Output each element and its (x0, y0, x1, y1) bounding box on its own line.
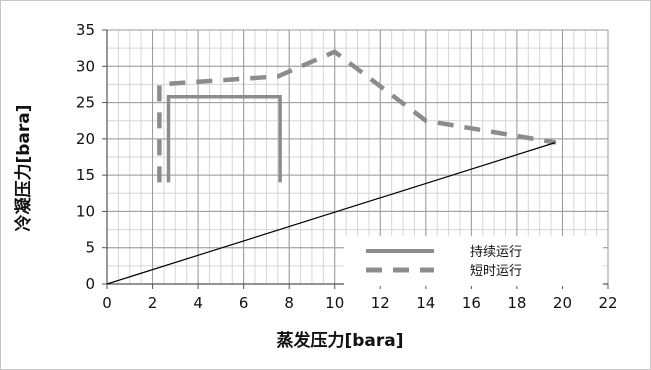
legend-box (344, 236, 603, 286)
y-tick-label: 35 (76, 21, 95, 39)
x-tick-label: 6 (239, 294, 249, 312)
x-tick-label: 4 (193, 294, 203, 312)
x-axis-title: 蒸发压力[bara] (276, 330, 403, 351)
series-line-1 (157, 49, 556, 183)
y-tick-label: 0 (85, 275, 95, 293)
x-tick-label: 8 (284, 294, 294, 312)
y-tick-labels: 0 5 10 15 20 25 30 35 (76, 21, 95, 293)
y-tick-label: 15 (76, 166, 95, 184)
x-tick-label: 18 (507, 294, 526, 312)
y-tick-label: 5 (85, 239, 95, 257)
x-tick-label: 0 (102, 294, 112, 312)
x-tick-label: 2 (148, 294, 158, 312)
x-tick-labels: 0 2 4 6 8 10 12 14 16 18 20 22 (102, 294, 617, 312)
y-tick-label: 10 (76, 202, 95, 220)
x-tick-label: 20 (553, 294, 572, 312)
y-axis-title: 冷凝压力[bara] (13, 104, 34, 231)
legend-label-series-0: 持续运行 (470, 245, 522, 260)
legend: 持续运行 短时运行 (344, 236, 603, 286)
series-line-2 (106, 141, 556, 285)
y-tick-label: 20 (76, 130, 95, 148)
series-layer (106, 49, 556, 285)
x-tick-label: 14 (416, 294, 435, 312)
legend-label-series-1: 短时运行 (470, 264, 522, 279)
x-tick-label: 12 (371, 294, 390, 312)
x-tick-label: 16 (462, 294, 481, 312)
series-line-0 (166, 95, 282, 183)
y-tick-label: 25 (76, 94, 95, 112)
x-tick-label: 10 (325, 294, 344, 312)
x-tick-label: 22 (598, 294, 617, 312)
y-tick-label: 30 (76, 57, 95, 75)
